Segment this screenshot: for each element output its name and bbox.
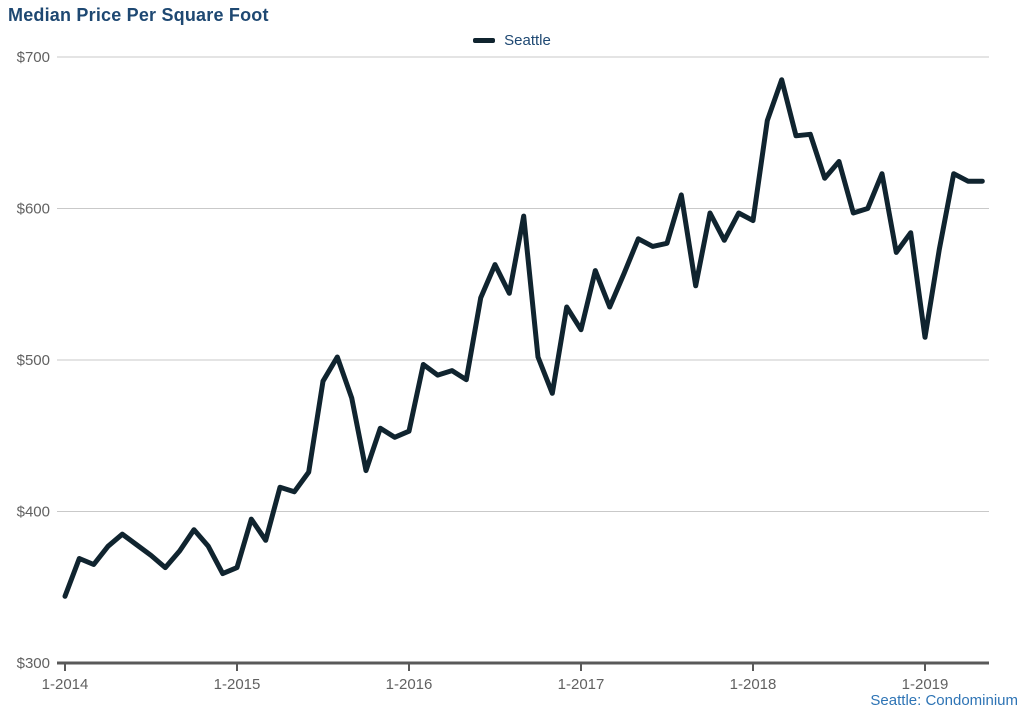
x-axis-tick-label: 1-2014 bbox=[42, 676, 89, 693]
x-axis-tick-label: 1-2016 bbox=[386, 676, 433, 693]
x-axis-tick-label: 1-2018 bbox=[730, 676, 777, 693]
y-axis-tick-label: $400 bbox=[17, 504, 50, 521]
price-line-seattle bbox=[62, 77, 985, 599]
chart-footnote: Seattle: Condominium bbox=[870, 692, 1018, 709]
x-axis-tick-label: 1-2017 bbox=[558, 676, 605, 693]
x-axis-tick-label: 1-2015 bbox=[214, 676, 261, 693]
y-axis-tick-label: $500 bbox=[17, 352, 50, 369]
chart-title: Median Price Per Square Foot bbox=[8, 5, 269, 25]
y-axis-tick-label: $300 bbox=[17, 655, 50, 672]
y-axis-tick-label: $700 bbox=[17, 49, 50, 66]
y-axis-tick-label: $600 bbox=[17, 201, 50, 218]
x-axis-tick-label: 1-2019 bbox=[902, 676, 949, 693]
